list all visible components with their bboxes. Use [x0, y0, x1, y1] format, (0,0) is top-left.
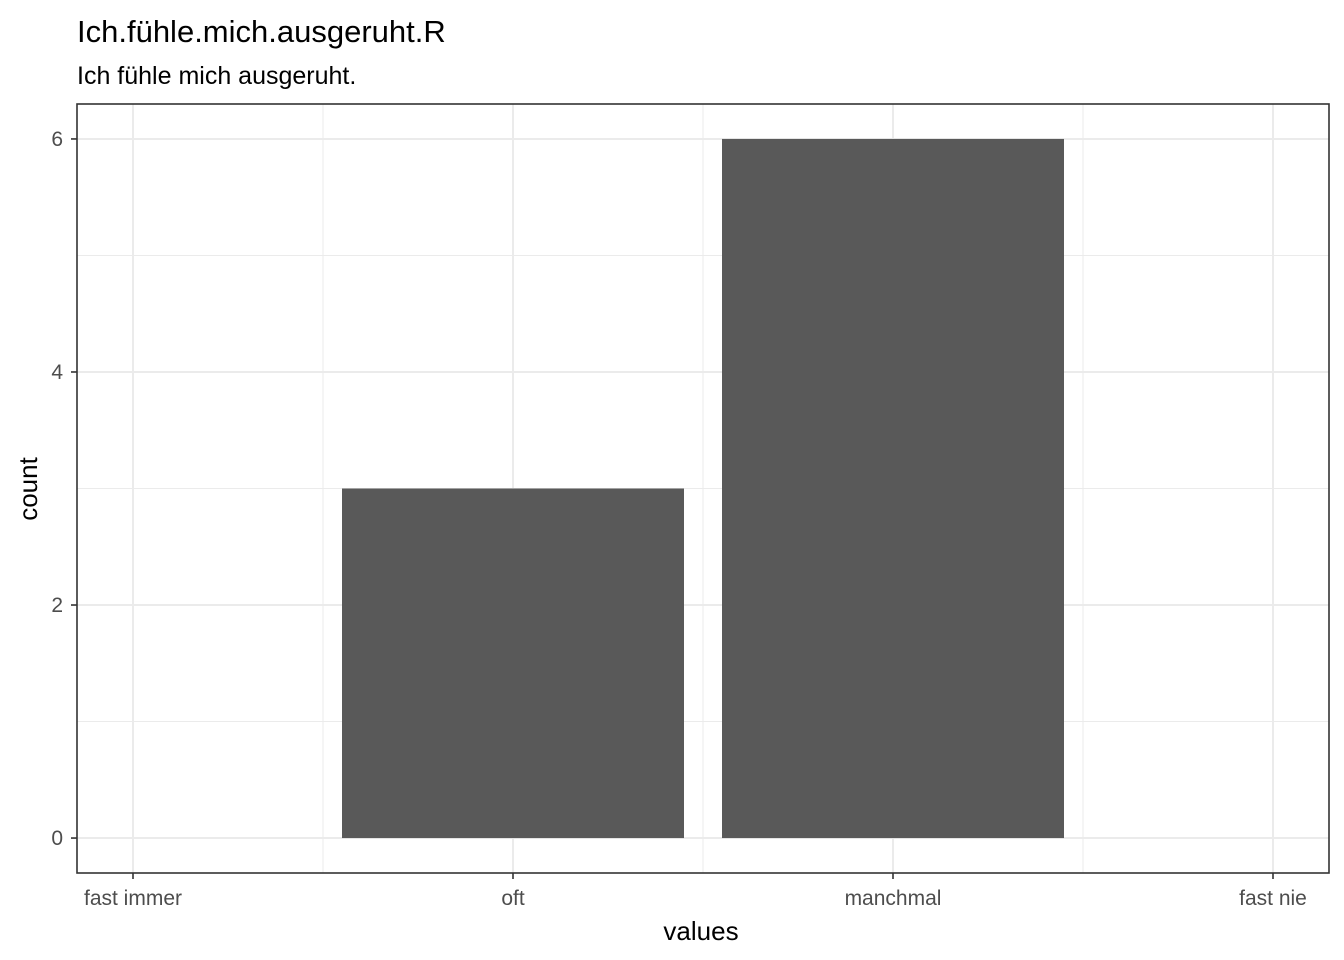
y-axis-title: count — [13, 456, 43, 520]
bar — [722, 138, 1064, 839]
x-tick-label: fast immer — [84, 887, 182, 910]
x-axis: fast immer oft manchmal fast nie — [84, 873, 1307, 910]
bar — [342, 488, 684, 839]
y-tick-label: 4 — [51, 361, 63, 384]
y-tick-label: 2 — [51, 594, 63, 617]
x-tick-label: fast nie — [1239, 887, 1307, 910]
chart-title: Ich.fühle.mich.ausgeruht.R — [77, 14, 446, 49]
minor-gridlines — [77, 104, 1329, 873]
x-tick-label: manchmal — [845, 887, 942, 910]
bars — [342, 138, 1064, 839]
y-tick-label: 0 — [51, 827, 63, 850]
x-tick-label: oft — [501, 887, 525, 910]
y-axis: 0 2 4 6 — [51, 128, 77, 850]
y-tick-label: 6 — [51, 128, 63, 151]
chart-subtitle: Ich fühle mich ausgeruht. — [77, 62, 356, 90]
panel-border — [76, 103, 1330, 874]
x-axis-title: values — [663, 916, 738, 946]
